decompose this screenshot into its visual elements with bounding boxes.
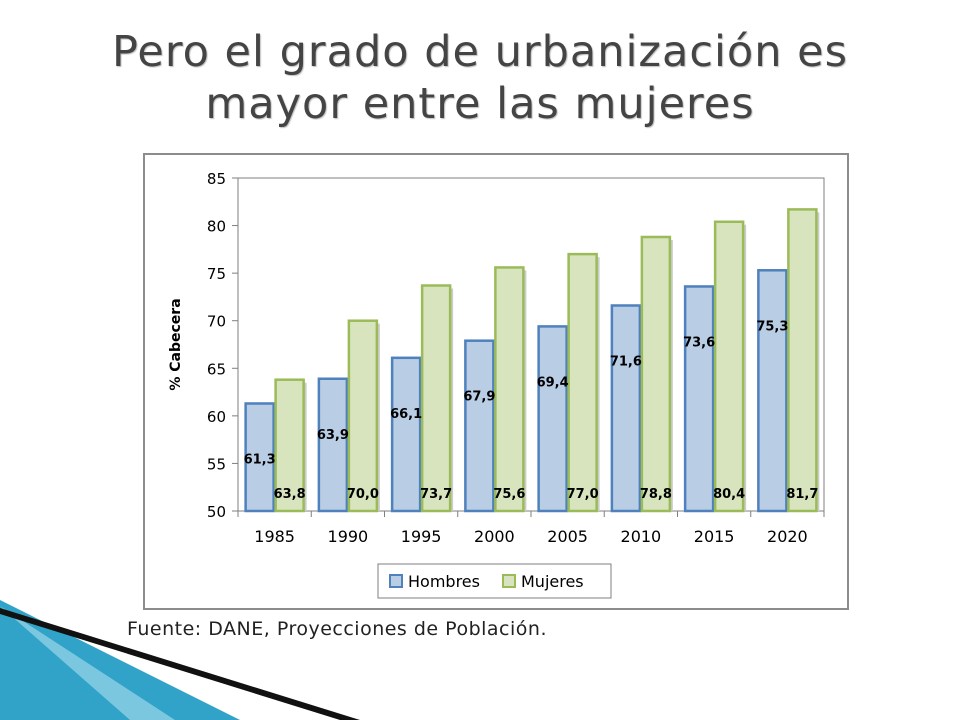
- data-label-mujeres: 80,4: [713, 487, 745, 502]
- y-tick-label: 85: [207, 170, 226, 188]
- bar-hombres: [683, 285, 715, 513]
- title-line-2: mayor entre las mujeres: [205, 79, 755, 129]
- source-note: Fuente: DANE, Proyecciones de Población.: [127, 618, 547, 640]
- bar-mujeres: [347, 319, 379, 513]
- bar-hombres: [390, 356, 422, 513]
- x-tick-label: 2020: [767, 527, 808, 546]
- bar-hombres: [757, 269, 788, 513]
- y-tick-label: 60: [207, 408, 226, 426]
- x-tick-label: 1985: [254, 527, 295, 546]
- bar-mujeres: [494, 266, 525, 513]
- data-label-mujeres: 63,8: [274, 487, 306, 502]
- data-label-mujeres: 75,6: [493, 487, 525, 502]
- bar-mujeres: [420, 284, 452, 513]
- x-tick-label: 2005: [547, 527, 588, 546]
- bar-mujeres: [787, 208, 818, 513]
- data-label-mujeres: 77,0: [567, 487, 599, 502]
- data-label-hombres: 69,4: [537, 375, 569, 390]
- legend-swatch-mujeres: [502, 574, 516, 588]
- deco-black-stroke: [0, 608, 360, 720]
- data-label-hombres: 67,9: [463, 390, 495, 405]
- data-label-hombres: 73,6: [683, 335, 715, 350]
- bar-hombres: [610, 304, 642, 513]
- y-tick-label: 55: [207, 455, 226, 473]
- x-tick-label: 2010: [621, 527, 662, 546]
- data-label-mujeres: 78,8: [640, 487, 672, 502]
- y-tick-label: 65: [207, 360, 226, 378]
- y-tick-label: 70: [207, 313, 226, 331]
- data-label-hombres: 63,9: [317, 428, 349, 443]
- legend-label-mujeres: Mujeres: [521, 572, 584, 591]
- slide-title: Pero el grado de urbanización es mayor e…: [40, 26, 920, 130]
- data-label-mujeres: 81,7: [786, 487, 818, 502]
- legend-label-hombres: Hombres: [408, 572, 480, 591]
- chart-frame: 50 55 60 65 70 75 80 85 % Cabecera 1985 61,3 63,8 19…: [143, 153, 849, 610]
- bar-mujeres: [567, 252, 598, 513]
- data-label-hombres: 66,1: [390, 407, 422, 422]
- y-tick-label: 80: [207, 218, 226, 236]
- data-label-hombres: 75,3: [756, 319, 788, 334]
- data-label-hombres: 61,3: [244, 452, 276, 467]
- legend-box: [377, 563, 612, 599]
- bar-hombres: [537, 325, 568, 513]
- bar-mujeres: [713, 220, 745, 513]
- legend-swatch-hombres: [389, 574, 403, 588]
- decorative-swoosh: [0, 600, 360, 720]
- bar-chart: 50 55 60 65 70 75 80 85 % Cabecera 1985 61,3 63,8 19…: [168, 170, 825, 599]
- bar-hombres: [464, 339, 495, 513]
- data-label-mujeres: 73,7: [420, 487, 452, 502]
- deco-light-wedge: [0, 606, 175, 720]
- y-tick-label: 50: [207, 503, 226, 521]
- bar-mujeres: [274, 378, 305, 513]
- x-tick-label: 2000: [474, 527, 515, 546]
- bar-hombres: [244, 402, 275, 513]
- x-tick-label: 1990: [328, 527, 369, 546]
- x-tick-label: 2015: [694, 527, 735, 546]
- y-axis-title: % Cabecera: [168, 298, 184, 390]
- bar-mujeres: [640, 235, 672, 513]
- x-tick-label: 1995: [401, 527, 442, 546]
- title-line-1: Pero el grado de urbanización es: [111, 27, 849, 77]
- data-label-hombres: 71,6: [610, 354, 642, 369]
- y-tick-label: 75: [207, 265, 226, 283]
- bar-hombres: [317, 377, 349, 513]
- data-label-mujeres: 70,0: [347, 487, 379, 502]
